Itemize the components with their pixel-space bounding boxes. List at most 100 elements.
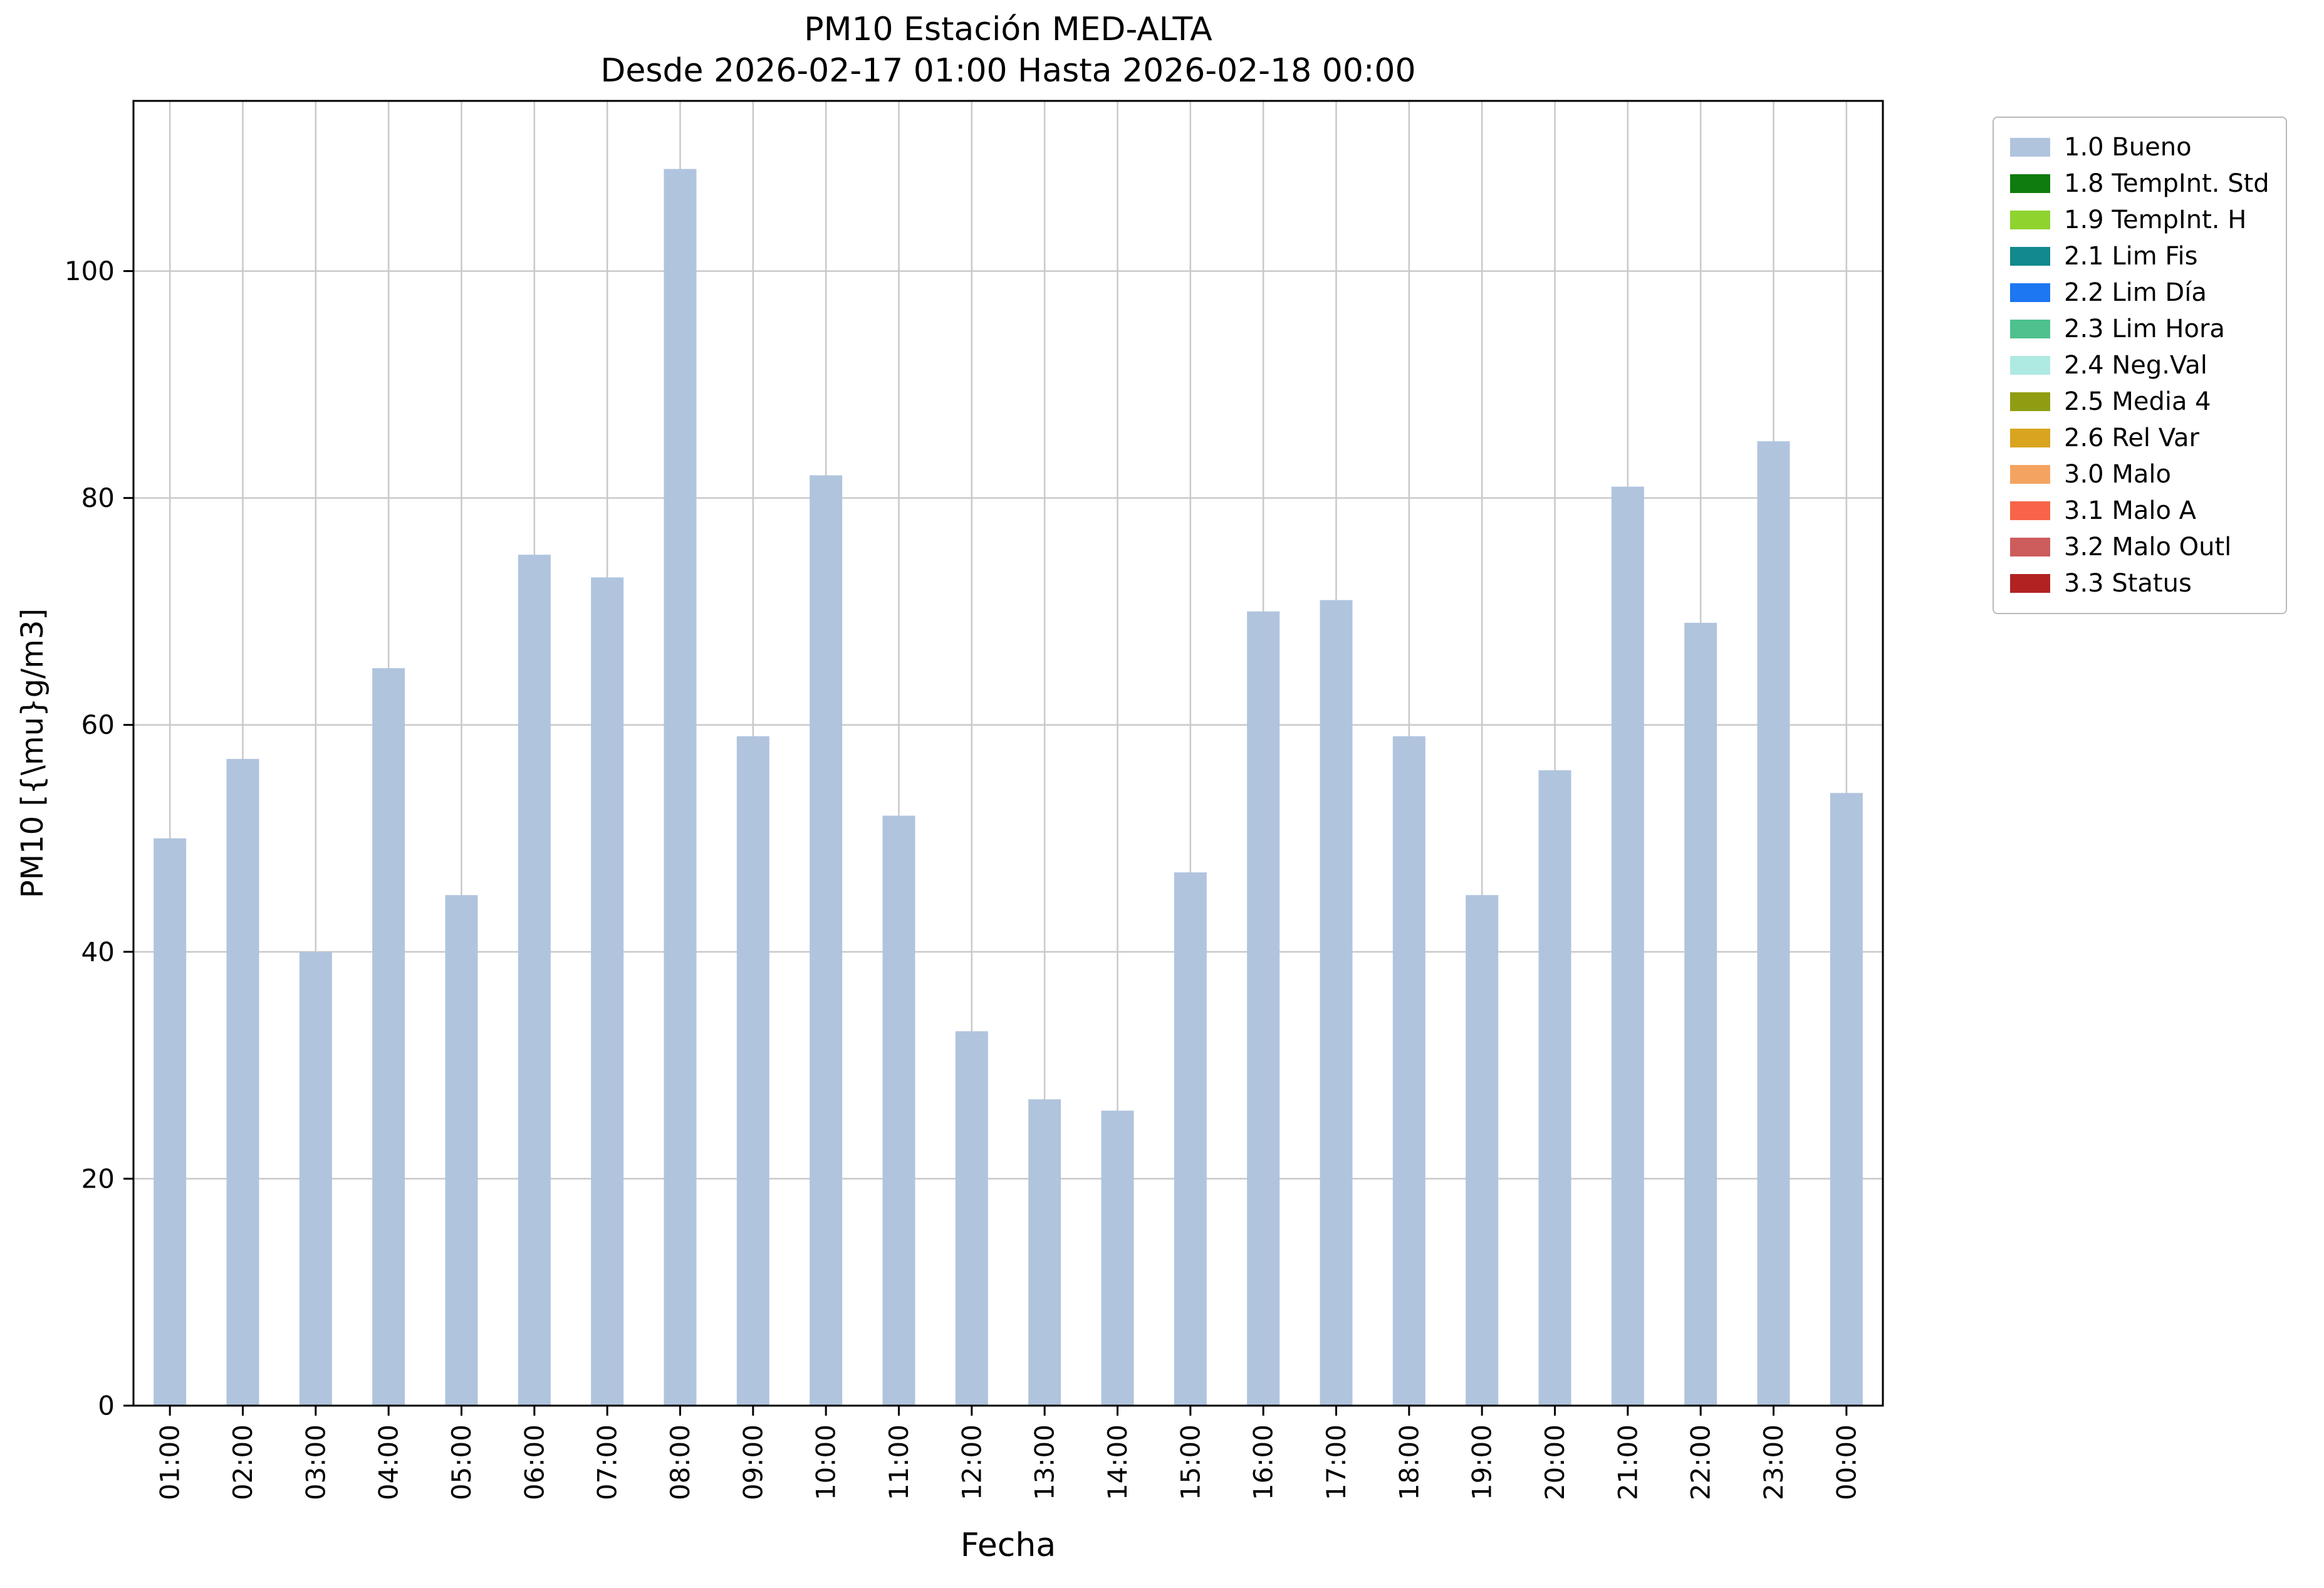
x-tick-label: 07:00 [592, 1424, 623, 1500]
x-tick-label: 00:00 [1831, 1424, 1862, 1500]
bar [1174, 872, 1207, 1406]
x-tick-label: 20:00 [1540, 1424, 1570, 1500]
x-tick-label: 11:00 [883, 1424, 914, 1500]
axes-frame [132, 100, 1884, 1407]
legend-label: 2.2 Lim Día [2064, 278, 2207, 307]
bar [664, 169, 697, 1406]
x-tick-label: 18:00 [1394, 1424, 1424, 1500]
legend-item: 3.0 Malo [2010, 456, 2269, 493]
legend-item: 2.6 Rel Var [2010, 420, 2269, 456]
chart-title-line1: PM10 Estación MED-ALTA [804, 11, 1212, 48]
x-tick-label: 04:00 [373, 1424, 404, 1500]
legend-swatch [2010, 356, 2050, 375]
x-tick-label: 03:00 [300, 1424, 331, 1500]
x-tick-label: 23:00 [1758, 1424, 1789, 1500]
legend-item: 2.1 Lim Fis [2010, 238, 2269, 274]
legend-item: 3.1 Malo A [2010, 493, 2269, 529]
legend-swatch [2010, 247, 2050, 266]
x-tick-label: 17:00 [1321, 1424, 1352, 1500]
bar [882, 815, 915, 1406]
x-tick-label: 06:00 [519, 1424, 550, 1500]
y-tick-label: 40 [81, 936, 115, 967]
bar [1466, 895, 1499, 1406]
legend-swatch [2010, 138, 2050, 157]
legend-item: 1.0 Bueno [2010, 129, 2269, 165]
legend-swatch [2010, 465, 2050, 484]
legend-swatch [2010, 174, 2050, 193]
chart-title-line2: Desde 2026-02-17 01:00 Hasta 2026-02-18 … [600, 52, 1416, 90]
bar [372, 668, 405, 1406]
bar [736, 736, 769, 1406]
legend-label: 1.8 TempInt. Std [2064, 169, 2269, 198]
legend-swatch [2010, 574, 2050, 593]
bar [955, 1031, 988, 1406]
x-axis-label: Fecha [960, 1527, 1056, 1564]
legend-label: 2.4 Neg.Val [2064, 351, 2207, 380]
bar [1830, 793, 1863, 1406]
legend-swatch [2010, 501, 2050, 520]
legend-label: 2.1 Lim Fis [2064, 242, 2198, 271]
bar [1684, 622, 1717, 1406]
bar [1757, 441, 1790, 1406]
x-tick-label: 21:00 [1612, 1424, 1643, 1500]
bar [1320, 600, 1353, 1406]
bar [226, 759, 259, 1406]
legend-label: 1.0 Bueno [2064, 133, 2192, 162]
legend-swatch [2010, 392, 2050, 411]
legend-label: 3.1 Malo A [2064, 496, 2197, 525]
legend-item: 2.3 Lim Hora [2010, 311, 2269, 347]
legend-label: 3.3 Status [2064, 569, 2192, 598]
legend-label: 2.3 Lim Hora [2064, 315, 2225, 343]
bar [810, 475, 843, 1406]
bar [1611, 486, 1644, 1406]
legend: 1.0 Bueno 1.8 TempInt. Std 1.9 TempInt. H 2… [1993, 117, 2287, 614]
legend-label: 2.5 Media 4 [2064, 387, 2211, 416]
y-axis-label: PM10 [{\mu}g/m3] [15, 608, 50, 899]
legend-swatch [2010, 283, 2050, 302]
legend-item: 1.9 TempInt. H [2010, 202, 2269, 238]
legend-item: 3.3 Status [2010, 565, 2269, 602]
legend-item: 1.8 TempInt. Std [2010, 165, 2269, 202]
legend-label: 3.0 Malo [2064, 460, 2171, 489]
legend-item: 2.4 Neg.Val [2010, 347, 2269, 384]
legend-item: 3.2 Malo Outl [2010, 529, 2269, 565]
y-tick-label: 20 [81, 1163, 115, 1194]
bar [1028, 1099, 1061, 1406]
legend-item: 2.5 Media 4 [2010, 384, 2269, 420]
legend-label: 3.2 Malo Outl [2064, 533, 2232, 562]
chart-title: PM10 Estación MED-ALTA Desde 2026-02-17 … [133, 9, 1883, 91]
bar [299, 951, 332, 1406]
x-tick-label: 02:00 [227, 1424, 258, 1500]
x-tick-label: 05:00 [446, 1424, 477, 1500]
bar [1392, 736, 1425, 1406]
x-tick-label: 16:00 [1248, 1424, 1279, 1500]
x-tick-label: 14:00 [1102, 1424, 1133, 1500]
y-tick-label: 80 [81, 483, 115, 513]
legend-swatch [2010, 538, 2050, 556]
x-tick-label: 13:00 [1029, 1424, 1060, 1500]
x-tick-label: 19:00 [1467, 1424, 1498, 1500]
y-tick-label: 100 [65, 256, 115, 286]
x-tick-label: 01:00 [155, 1424, 185, 1500]
x-tick-label: 12:00 [956, 1424, 987, 1500]
bar [1247, 611, 1280, 1406]
legend-item: 2.2 Lim Día [2010, 274, 2269, 311]
legend-label: 1.9 TempInt. H [2064, 206, 2247, 234]
bar [154, 838, 187, 1406]
bar [1101, 1110, 1134, 1406]
legend-swatch [2010, 211, 2050, 229]
bar [591, 577, 624, 1406]
legend-label: 2.6 Rel Var [2064, 424, 2199, 452]
bar [445, 895, 478, 1406]
legend-swatch [2010, 320, 2050, 338]
x-tick-label: 10:00 [811, 1424, 842, 1500]
bar [1538, 770, 1571, 1406]
y-tick-label: 60 [81, 709, 115, 740]
x-tick-label: 15:00 [1175, 1424, 1206, 1500]
legend-swatch [2010, 429, 2050, 447]
y-tick-label: 0 [98, 1391, 115, 1421]
x-tick-label: 09:00 [737, 1424, 768, 1500]
x-tick-label: 08:00 [665, 1424, 696, 1500]
x-tick-label: 22:00 [1686, 1424, 1716, 1500]
